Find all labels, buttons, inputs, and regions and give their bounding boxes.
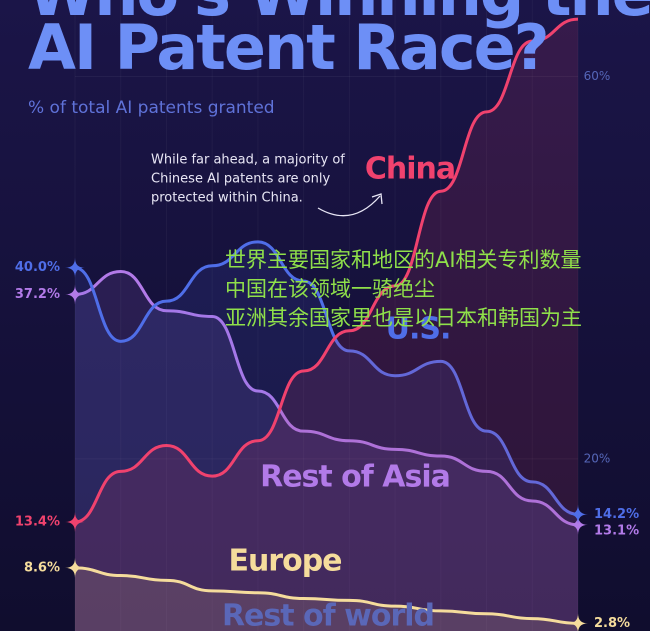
overlay-text: 世界主要国家和地区的AI相关专利数量	[225, 248, 582, 272]
annotation: Chinese AI patents are only	[151, 172, 330, 187]
annotation-arrow	[317, 193, 383, 217]
series-area	[75, 271, 578, 631]
series-line	[74, 240, 579, 516]
annotation: While far ahead, a majority of	[151, 153, 345, 168]
end-marker	[568, 514, 588, 535]
chart-title: AI Patent Race?	[28, 11, 548, 84]
series-label: Europe	[228, 544, 341, 579]
value-label: 13.4%	[15, 515, 60, 530]
labels: Rest of Asia 37.2% 13.1% U.S. 40.0% 14.2% Chin…	[15, 152, 639, 631]
y-tick-label: 20%	[584, 451, 611, 465]
annotation: protected within China.	[151, 191, 303, 206]
series-label: China	[365, 152, 455, 187]
value-label: 37.2%	[15, 287, 60, 302]
series-line	[74, 566, 579, 625]
value-label: 13.1%	[594, 523, 639, 538]
end-marker	[568, 504, 588, 525]
value-label: 8.6%	[24, 560, 60, 575]
end-marker	[65, 557, 85, 578]
series-label: Rest of Asia	[260, 460, 450, 495]
value-label: 14.2%	[594, 507, 639, 522]
chart-subtitle: % of total AI patents granted	[28, 98, 275, 118]
value-label: 40.0%	[15, 260, 60, 275]
chart-title: Who's Winning the	[28, 0, 650, 30]
end-marker	[568, 613, 588, 631]
y-tick-label: 60%	[584, 69, 611, 83]
series-area	[75, 19, 578, 631]
plot-area: 20% 60%	[74, 0, 611, 631]
series-area	[75, 241, 578, 631]
end-marker	[65, 284, 85, 305]
series-label: U.S.	[386, 312, 451, 347]
overlay-text: 中国在该领域一骑绝尘	[225, 277, 435, 301]
overlay-text: 亚洲其余国家里也是以日本和韩国为主	[225, 306, 582, 330]
value-label: 2.8%	[594, 616, 630, 631]
series-label: Rest of world	[222, 599, 434, 631]
end-marker	[65, 512, 85, 533]
series-line	[74, 17, 579, 524]
end-marker	[65, 257, 85, 278]
